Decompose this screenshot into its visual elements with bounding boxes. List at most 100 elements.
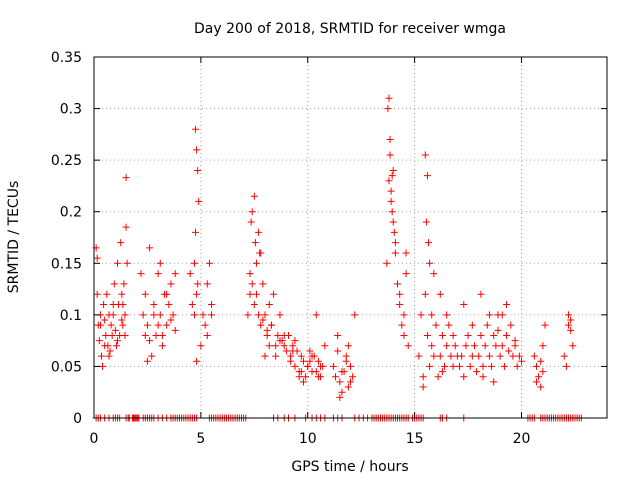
data-point [108, 331, 116, 339]
data-point [513, 362, 521, 370]
data-point [458, 352, 466, 360]
data-point [498, 311, 506, 319]
data-point [289, 347, 297, 355]
data-point [421, 290, 429, 298]
data-point [425, 239, 433, 247]
data-point [306, 347, 314, 355]
data-point [299, 357, 307, 365]
y-tick-label: 0.35 [51, 50, 82, 66]
data-point [421, 151, 429, 159]
data-point [426, 362, 434, 370]
data-point [297, 352, 305, 360]
data-point [539, 342, 547, 350]
data-point [388, 172, 396, 180]
data-point [430, 352, 438, 360]
data-point [507, 321, 515, 329]
x-tick-label: 0 [90, 431, 99, 447]
data-point [280, 342, 288, 350]
data-point [186, 270, 194, 278]
data-point [447, 352, 455, 360]
data-point [291, 362, 299, 370]
data-point [171, 270, 179, 278]
data-point [276, 311, 284, 319]
data-point [171, 326, 179, 334]
data-point [114, 337, 122, 345]
plot-frame [93, 56, 608, 419]
data-point [282, 347, 290, 355]
data-point [402, 249, 410, 257]
data-point [197, 342, 205, 350]
data-point [344, 342, 352, 350]
data-point [93, 254, 101, 262]
data-point [389, 166, 397, 174]
data-point [118, 290, 126, 298]
data-point [255, 228, 263, 236]
data-point [488, 362, 496, 370]
data-point [192, 228, 200, 236]
data-point [167, 280, 175, 288]
data-point [150, 301, 158, 309]
data-point [436, 290, 444, 298]
data-point [451, 342, 459, 350]
data-point [386, 151, 394, 159]
data-point [312, 311, 320, 319]
data-point [515, 352, 523, 360]
data-point [347, 362, 354, 370]
y-tick-label: 0 [73, 411, 82, 427]
data-point [481, 342, 489, 350]
data-point [485, 311, 493, 319]
data-point [261, 311, 269, 319]
data-point [93, 290, 101, 298]
data-point [422, 218, 430, 226]
x-tick-label: 10 [299, 431, 317, 447]
data-point [565, 311, 573, 319]
data-point [201, 321, 209, 329]
data-point [285, 331, 293, 339]
data-point [423, 172, 431, 180]
data-point [250, 192, 258, 200]
data-point [139, 311, 147, 319]
data-point [468, 352, 476, 360]
data-point [496, 352, 504, 360]
y-tick-label: 0.1 [60, 308, 82, 324]
data-point [470, 342, 478, 350]
y-axis-label: SRMTID / TECUs [6, 181, 22, 294]
data-point [203, 280, 211, 288]
data-point [464, 331, 472, 339]
data-point [342, 357, 350, 365]
data-point [120, 280, 128, 288]
data-point [562, 362, 570, 370]
data-point [390, 228, 398, 236]
data-point [567, 316, 575, 324]
data-point [95, 337, 103, 345]
data-point [295, 373, 303, 381]
data-point [473, 368, 481, 376]
data-point [246, 290, 254, 298]
data-point [336, 393, 344, 401]
data-point [263, 326, 271, 334]
data-point [291, 337, 299, 345]
data-point [492, 342, 500, 350]
data-point [192, 125, 200, 133]
data-point [158, 331, 166, 339]
data-point [449, 331, 457, 339]
data-point [477, 290, 485, 298]
data-point [347, 378, 354, 386]
data-point [338, 368, 346, 376]
data-point [475, 352, 483, 360]
data-point [417, 311, 425, 319]
data-point [117, 239, 125, 247]
data-point [146, 337, 154, 345]
x-tick-label: 15 [406, 431, 424, 447]
data-point [167, 316, 175, 324]
data-point [208, 311, 216, 319]
data-point [148, 352, 156, 360]
data-point [110, 280, 118, 288]
data-point [338, 388, 346, 396]
data-point [272, 352, 280, 360]
data-point [194, 280, 202, 288]
data-point [539, 368, 547, 376]
data-point [389, 218, 397, 226]
data-point [193, 290, 201, 298]
